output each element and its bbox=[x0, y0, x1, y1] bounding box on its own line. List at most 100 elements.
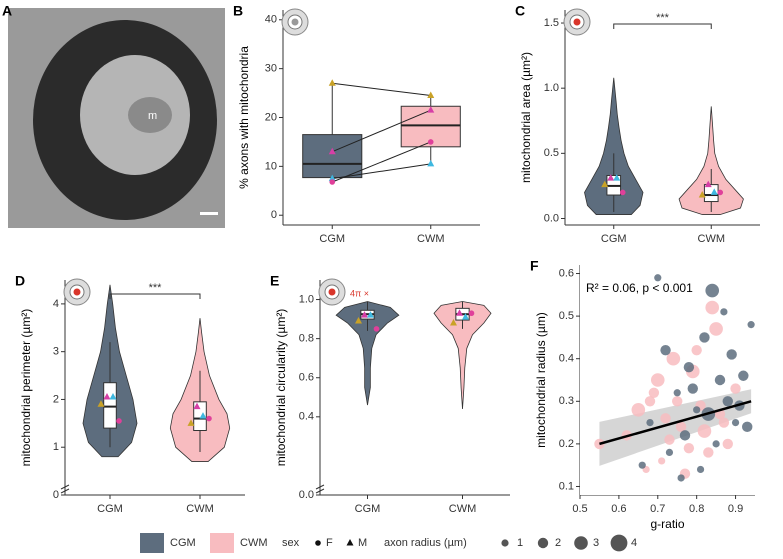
scatter-point bbox=[726, 349, 737, 360]
point bbox=[103, 393, 111, 400]
scatter-point bbox=[687, 383, 698, 394]
y-tick-label: 1.5 bbox=[544, 17, 559, 29]
point bbox=[456, 309, 463, 316]
x-tick-label: CGM bbox=[319, 233, 345, 245]
y-axis-label: mitochondrial perimeter (µm²) bbox=[19, 309, 33, 467]
legend-label: 2 bbox=[555, 537, 561, 549]
scatter-point bbox=[650, 373, 665, 387]
legend-swatch bbox=[140, 533, 164, 553]
point bbox=[109, 393, 117, 400]
point bbox=[315, 540, 321, 546]
x-tick-label: CGM bbox=[97, 503, 123, 515]
icon bbox=[291, 18, 299, 26]
scatter-point bbox=[675, 421, 687, 433]
box bbox=[103, 382, 117, 429]
legend-title: sex bbox=[282, 537, 300, 549]
y-tick-label: 0.3 bbox=[559, 395, 574, 407]
point bbox=[328, 79, 336, 86]
y-tick-label: 0.8 bbox=[299, 333, 314, 345]
point bbox=[328, 147, 336, 155]
scatter-point bbox=[697, 424, 712, 438]
y-tick-label: 0.5 bbox=[544, 147, 559, 159]
point bbox=[710, 188, 718, 195]
scatter-point bbox=[714, 374, 726, 386]
point bbox=[613, 174, 621, 181]
scatter-point bbox=[722, 438, 733, 450]
legend-label: 1 bbox=[517, 537, 523, 549]
y-axis-label: mitochondrial radius (µm) bbox=[534, 312, 548, 448]
x-tick-label: 0.8 bbox=[689, 503, 704, 515]
violin bbox=[678, 106, 744, 215]
scatter-point bbox=[672, 396, 683, 407]
point bbox=[193, 402, 201, 410]
y-tick-label: 30 bbox=[265, 63, 277, 75]
panel: D 0 1 2 3 4 mitochondrial perimeter (µm²) CGM CW… bbox=[15, 273, 245, 515]
scatter-point bbox=[683, 362, 695, 373]
scatter-point bbox=[654, 274, 662, 282]
point bbox=[328, 174, 336, 182]
panel-letter: E bbox=[270, 273, 279, 289]
legend-label: M bbox=[358, 537, 367, 549]
legend-size bbox=[574, 536, 588, 550]
point bbox=[361, 311, 368, 318]
scatter-point bbox=[677, 474, 685, 482]
x-axis-label: g-ratio bbox=[650, 517, 684, 531]
mito-label: m bbox=[148, 110, 157, 122]
x-tick-label: 0.6 bbox=[611, 503, 626, 515]
scatter-point bbox=[730, 383, 741, 394]
point bbox=[367, 311, 374, 318]
annotation: 4π × bbox=[350, 288, 369, 298]
panel: F 0.1 0.2 0.3 0.4 0.5 0.6 mitochondrial radius … bbox=[530, 258, 755, 531]
scatter-point bbox=[720, 308, 728, 316]
point bbox=[698, 191, 706, 198]
y-tick-label: 0.4 bbox=[559, 353, 574, 365]
x-tick-label: CWM bbox=[449, 503, 477, 515]
point bbox=[427, 139, 434, 145]
legend-label: 3 bbox=[593, 537, 599, 549]
scatter-point bbox=[658, 457, 666, 465]
y-tick-label: 10 bbox=[265, 160, 277, 172]
x-tick-label: CWM bbox=[186, 503, 214, 515]
scatter-point bbox=[705, 300, 720, 315]
y-tick-label: 1.0 bbox=[544, 82, 559, 94]
micrograph: m A bbox=[2, 3, 225, 228]
annotation: R² = 0.06, p < 0.001 bbox=[586, 281, 693, 295]
icon bbox=[573, 18, 581, 26]
scale-bar bbox=[200, 212, 218, 215]
point bbox=[619, 189, 626, 196]
legend-label: 4 bbox=[631, 537, 637, 549]
pair-line bbox=[332, 109, 431, 153]
panel: E 0.0 0.4 0.6 0.8 1.0 mitochondrial circularit… bbox=[270, 273, 510, 515]
x-tick-label: 0.5 bbox=[572, 503, 587, 515]
panel: B 0 10 20 30 40 % axons with mitochondria CGM CW… bbox=[233, 3, 480, 245]
scatter-point bbox=[638, 461, 646, 469]
scatter-point bbox=[693, 406, 701, 414]
legend-swatch bbox=[210, 533, 234, 553]
point bbox=[116, 418, 122, 424]
point bbox=[355, 317, 362, 324]
icon bbox=[73, 288, 81, 296]
legend-label: F bbox=[326, 537, 333, 549]
y-tick-label: 0.5 bbox=[559, 310, 574, 322]
legend-size bbox=[501, 539, 509, 547]
violin bbox=[584, 77, 644, 215]
scatter-point bbox=[742, 421, 753, 433]
panel: C 0.0 0.5 1.0 1.5 mitochondrial area (µm²) CGM… bbox=[515, 3, 760, 245]
x-tick-label: CGM bbox=[355, 503, 381, 515]
mitochondrion bbox=[128, 97, 172, 133]
panel-letter: D bbox=[15, 273, 25, 289]
point bbox=[462, 313, 469, 320]
y-axis-label: mitochondrial circularity (µm²) bbox=[274, 309, 288, 467]
legend-size bbox=[610, 534, 628, 552]
y-tick-label: 0.2 bbox=[559, 438, 574, 450]
pair-line bbox=[332, 82, 431, 97]
point bbox=[427, 159, 435, 167]
scatter-point bbox=[646, 418, 654, 427]
point bbox=[97, 400, 105, 407]
y-tick-label: 0.6 bbox=[559, 267, 574, 279]
scatter-point bbox=[731, 418, 740, 427]
x-tick-label: CWM bbox=[417, 233, 445, 245]
icon bbox=[328, 288, 336, 296]
pair-line bbox=[332, 141, 431, 183]
scatter-point bbox=[709, 322, 723, 336]
